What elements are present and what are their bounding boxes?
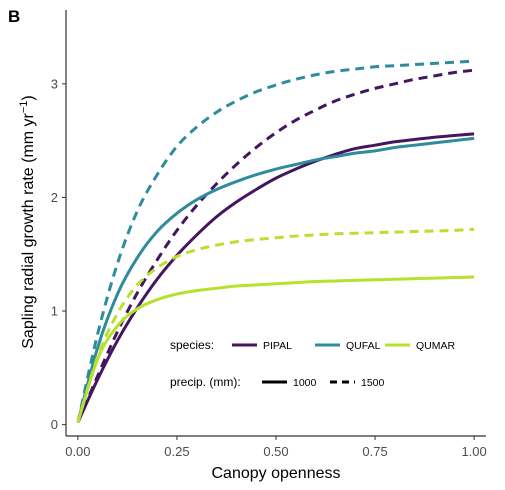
series-layer (76, 59, 475, 423)
series-line-qumar-1500 (76, 227, 475, 423)
y-tick-label: 1 (51, 304, 58, 319)
x-tick-label: 1.00 (461, 444, 486, 459)
y-tick-label: 2 (51, 190, 58, 205)
y-tick-label: 3 (51, 76, 58, 91)
x-tick-label: 0.50 (263, 444, 288, 459)
series-line-pipal-1000 (76, 132, 475, 423)
series-line-qumar-1000 (76, 275, 475, 423)
y-tick-label: 0 (51, 417, 58, 432)
legend-species-title: species: (170, 338, 214, 352)
legend-label-precip-1000: 1000 (293, 377, 317, 389)
legend-precip-title: precip. (mm): (170, 375, 241, 389)
panel-label: B (8, 7, 20, 26)
x-axis-title: Canopy openness (212, 465, 341, 482)
x-tick-label: 0.00 (65, 444, 90, 459)
x-tick-label: 0.75 (362, 444, 387, 459)
legend-label-pipal: PIPAL (263, 340, 292, 352)
series-line-qufal-1500 (76, 59, 475, 423)
axes-layer: 0.00 0.25 0.50 0.75 1.00 0 1 2 3 (51, 10, 487, 459)
legend: species: precip. (mm): PIPAL QUFAL QUMAR 10… (170, 338, 456, 389)
legend-label-qumar: QUMAR (416, 340, 456, 352)
y-axis-title: Sapling radial growth rate (mm yr−1) (18, 95, 37, 349)
legend-label-qufal: QUFAL (346, 340, 381, 352)
x-tick-label: 0.25 (164, 444, 189, 459)
series-line-pipal-1500 (76, 68, 475, 423)
series-line-qufal-1000 (76, 136, 475, 423)
legend-label-precip-1500: 1500 (361, 377, 385, 389)
